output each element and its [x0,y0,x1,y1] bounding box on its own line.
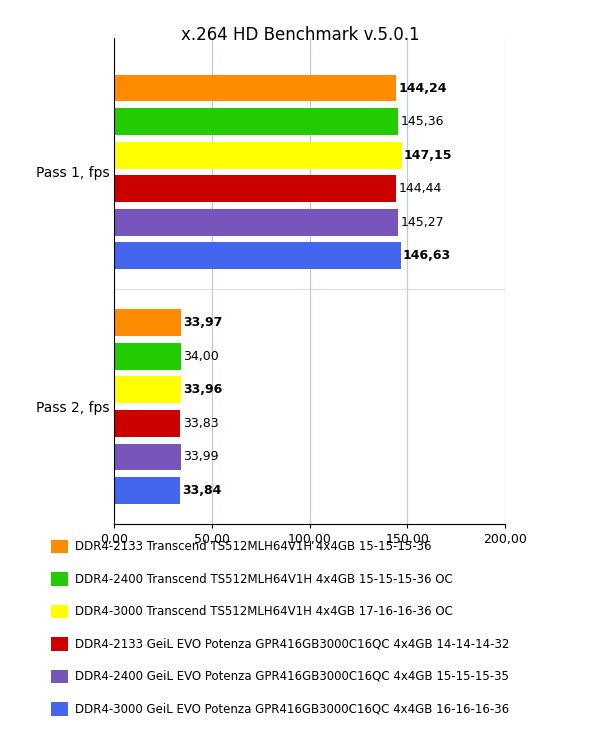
Text: 33,96: 33,96 [183,383,222,397]
Bar [114,477,180,504]
Bar [114,443,180,470]
Bar [114,376,180,403]
Text: 146,63: 146,63 [403,250,451,262]
Bar [114,410,180,437]
Text: 145,27: 145,27 [400,216,444,228]
Text: 147,15: 147,15 [404,149,453,161]
Text: 33,97: 33,97 [183,316,222,329]
Text: 145,36: 145,36 [400,115,444,128]
Text: DDR4-2400 GeiL EVO Potenza GPR416GB3000C16QC 4x4GB 15-15-15-35: DDR4-2400 GeiL EVO Potenza GPR416GB3000C… [75,670,509,683]
Text: 144,24: 144,24 [398,81,447,94]
Text: 144,44: 144,44 [398,182,442,195]
Bar [114,108,398,135]
Text: 34,00: 34,00 [183,350,219,363]
Bar [114,343,181,369]
Text: DDR4-2133 Transcend TS512MLH64V1H 4x4GB 15-15-15-36: DDR4-2133 Transcend TS512MLH64V1H 4x4GB … [75,540,432,553]
Bar [114,142,401,168]
Text: DDR4-2400 Transcend TS512MLH64V1H 4x4GB 15-15-15-36 OC: DDR4-2400 Transcend TS512MLH64V1H 4x4GB … [75,572,453,586]
Text: 33,99: 33,99 [183,450,218,464]
Text: DDR4-3000 Transcend TS512MLH64V1H 4x4GB 17-16-16-36 OC: DDR4-3000 Transcend TS512MLH64V1H 4x4GB … [75,605,453,618]
Bar [114,75,396,102]
Text: x.264 HD Benchmark v.5.0.1: x.264 HD Benchmark v.5.0.1 [181,26,420,44]
Text: DDR4-2133 GeiL EVO Potenza GPR416GB3000C16QC 4x4GB 14-14-14-32: DDR4-2133 GeiL EVO Potenza GPR416GB3000C… [75,637,510,651]
Text: 33,84: 33,84 [183,484,222,497]
Bar [114,309,180,336]
Bar [114,209,398,235]
Text: DDR4-3000 GeiL EVO Potenza GPR416GB3000C16QC 4x4GB 16-16-16-36: DDR4-3000 GeiL EVO Potenza GPR416GB3000C… [75,702,509,716]
Bar [114,175,396,202]
Text: 33,83: 33,83 [183,417,218,430]
Bar [114,242,401,269]
